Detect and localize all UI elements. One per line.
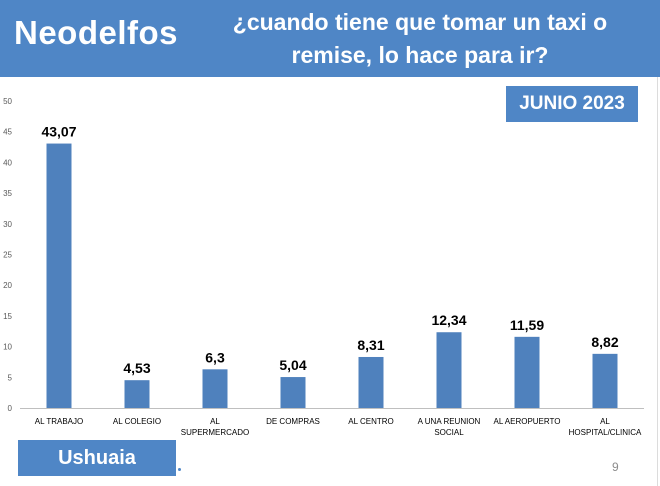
data-label: 11,59 [510,317,544,333]
y-tick-label: 10 [3,343,12,352]
category-label: DE COMPRAS [266,417,320,426]
bar [514,336,540,408]
data-label: 12,34 [431,312,466,328]
survey-question: ¿cuando tiene que tomar un taxi o remise… [190,6,650,72]
bar [436,332,462,408]
survey-question-line-2: remise, lo hace para ir? [291,42,549,68]
category-label: SOCIAL [434,428,464,437]
category-label: SUPERMERCADO [181,428,249,437]
bar [46,143,72,408]
category-label: AL AEROPUERTO [494,417,561,426]
y-tick-label: 30 [3,220,12,229]
location-badge: Ushuaia [18,440,176,476]
y-tick-label: 45 [3,128,12,137]
category-label: AL TRABAJO [35,417,83,426]
data-label: 4,53 [123,360,150,376]
y-tick-label: 40 [3,158,12,167]
slide-edge-line [657,77,658,486]
brand-title: Neodelfos [14,14,179,51]
category-label: A UNA REUNION [418,417,481,426]
data-label: 6,3 [205,349,225,365]
category-label: HOSPITAL/CLINICA [569,428,642,437]
page-number: 9 [612,460,619,474]
header-banner: Neodelfos ¿cuando tiene que tomar un tax… [0,0,660,77]
data-label: 8,31 [357,337,384,353]
y-tick-label: 20 [3,281,12,290]
bar [124,380,150,408]
survey-question-line-1: ¿cuando tiene que tomar un taxi o [232,9,608,35]
y-tick-label: 5 [8,373,13,382]
data-label: 5,04 [279,357,306,373]
y-tick-label: 50 [3,97,12,106]
data-label: 43,07 [41,124,76,140]
y-tick-label: 25 [3,251,12,260]
y-tick-label: 35 [3,189,12,198]
decorative-dot [178,468,181,471]
bar-chart: 0 5 10 15 20 25 30 35 40 45 50 43,07 AL TRABAJO 4,53 A… [3,97,644,437]
category-label: AL COLEGIO [113,417,161,426]
y-tick-label: 15 [3,312,12,321]
data-label: 8,82 [591,334,618,350]
bar [358,356,384,408]
date-badge: JUNIO 2023 [506,86,638,122]
y-tick-label: 0 [8,404,13,413]
bar [592,353,618,408]
bar [280,377,306,408]
category-label: AL [210,417,220,426]
bar [202,369,228,408]
category-label: AL [600,417,610,426]
category-label: AL CENTRO [348,417,394,426]
